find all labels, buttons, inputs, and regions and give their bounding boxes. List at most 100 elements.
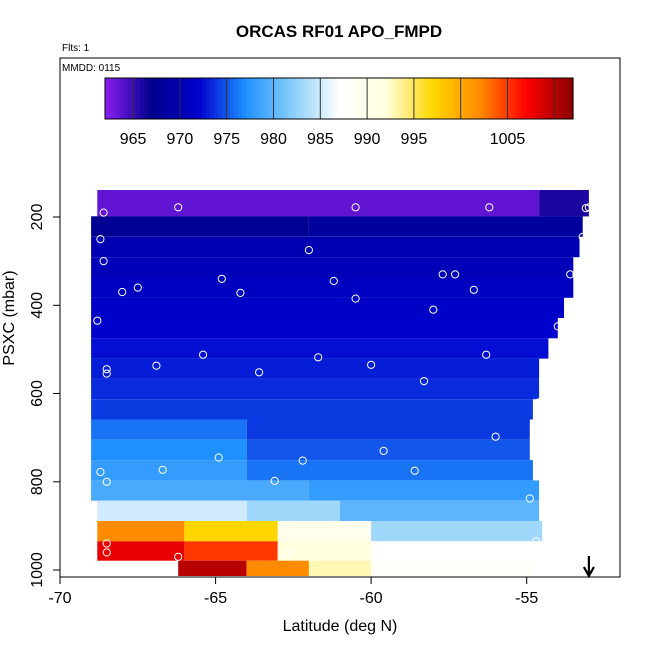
- sample-point: [217, 274, 226, 283]
- colorbar-swatch: [167, 78, 172, 119]
- colorbar-swatch: [436, 78, 441, 119]
- heatmap-cell: [184, 521, 278, 542]
- sample-point: [99, 208, 108, 217]
- colorbar-swatch: [222, 78, 227, 119]
- sample-point: [158, 465, 167, 474]
- colorbar-tick-label: 990: [354, 131, 381, 148]
- sample-point: [255, 368, 264, 377]
- colorbar-swatch: [124, 78, 129, 119]
- colorbar-swatch: [214, 78, 219, 119]
- colorbar-swatch: [190, 78, 196, 119]
- colorbar-swatch: [463, 78, 469, 119]
- colorbar-swatch: [315, 78, 321, 119]
- sample-point: [174, 203, 183, 212]
- colorbar-swatch: [225, 78, 231, 119]
- colorbar-swatch: [479, 78, 484, 119]
- sample-point: [99, 257, 108, 266]
- colorbar-swatch: [541, 78, 547, 119]
- heatmap-cell: [246, 419, 530, 440]
- sample-point: [525, 494, 534, 503]
- y-tick-label: 800: [29, 468, 46, 495]
- colorbar-swatch: [147, 78, 153, 119]
- colorbar-swatch: [206, 78, 211, 119]
- heatmap-cell: [91, 318, 558, 339]
- colorbar-swatch: [483, 78, 488, 119]
- colorbar-ticks: 965 970 975 980 985 990 995 1005: [120, 131, 526, 148]
- colorbar-swatch: [498, 78, 504, 119]
- colorbar-swatch: [128, 78, 133, 119]
- colorbar-swatch: [428, 78, 434, 119]
- colorbar-swatch: [284, 78, 289, 119]
- colorbar-swatch: [514, 78, 519, 119]
- heatmap-cell: [246, 439, 530, 461]
- sample-point: [314, 353, 323, 362]
- sample-point: [482, 350, 491, 359]
- colorbar-swatch: [116, 78, 122, 119]
- colorbar-swatch: [381, 78, 387, 119]
- heatmap-cell: [91, 338, 549, 359]
- flights-note: Flts: 1: [62, 43, 90, 54]
- sample-point: [174, 552, 183, 561]
- y-tick-label: 600: [29, 380, 46, 407]
- colorbar-swatch: [175, 78, 180, 119]
- sample-point: [584, 239, 594, 248]
- sample-point: [485, 203, 494, 212]
- colorbar-swatch: [530, 78, 535, 119]
- sample-point: [535, 398, 544, 407]
- colorbar-swatch: [105, 78, 110, 119]
- x-tick-label: -60: [360, 590, 383, 607]
- heatmap-cell: [91, 358, 540, 379]
- colorbar-swatch: [264, 78, 270, 119]
- colorbar-swatch: [237, 78, 243, 119]
- colorbar-swatch: [506, 78, 512, 119]
- colorbar-swatch: [183, 78, 188, 119]
- colorbar-swatch: [522, 78, 527, 119]
- heatmap-cell: [308, 216, 583, 237]
- colorbar-swatch: [108, 78, 114, 119]
- colorbar-tick-label: 965: [120, 131, 147, 148]
- colorbar-swatch: [518, 78, 523, 119]
- heatmap-cell: [246, 460, 533, 481]
- colorbar-swatch: [323, 78, 328, 119]
- colorbar-swatch: [272, 78, 278, 119]
- colorbar-swatch: [401, 78, 406, 119]
- colorbar-tick-label: 1005: [490, 131, 526, 148]
- colorbar-swatch: [362, 78, 367, 119]
- colorbar-swatch: [424, 78, 430, 119]
- colorbar-tick-label: 985: [307, 131, 334, 148]
- colorbar-swatch: [569, 78, 574, 119]
- colorbar-swatch: [335, 78, 340, 119]
- sample-point: [419, 377, 429, 386]
- heatmap-cell: [184, 541, 278, 561]
- colorbar-swatch: [397, 78, 402, 119]
- sample-point: [395, 552, 404, 561]
- sample-point: [401, 560, 410, 569]
- sample-point: [283, 549, 292, 558]
- y-axis: 200 400 600 800 1000: [29, 204, 61, 588]
- colorbar-swatch: [374, 78, 379, 119]
- heatmap-cell: [371, 541, 543, 561]
- colorbar-swatch: [510, 78, 516, 119]
- heatmap-cell: [91, 277, 574, 298]
- colorbar-swatch: [537, 78, 543, 119]
- heatmap-cell: [371, 521, 543, 542]
- colorbar-swatch: [534, 78, 539, 119]
- sample-point: [214, 453, 223, 462]
- colorbar-swatch: [378, 78, 383, 119]
- sample-point: [581, 204, 590, 213]
- colorbar-swatch: [276, 78, 282, 119]
- colorbar-swatch: [198, 78, 204, 119]
- colorbar-swatch: [194, 78, 200, 119]
- colorbar-swatch: [456, 78, 461, 119]
- colorbar-swatch: [257, 78, 262, 119]
- heatmap-cell: [246, 560, 309, 576]
- y-axis-label: PSXC (mbar): [1, 270, 18, 365]
- heatmap-cell: [371, 560, 533, 576]
- y-tick-label: 400: [29, 292, 46, 319]
- down-arrow-icon: [582, 556, 595, 579]
- x-axis: -70 -65 -60 -55: [48, 576, 538, 607]
- sample-point: [96, 235, 105, 244]
- colorbar-swatch: [487, 78, 492, 119]
- colorbar-swatch: [112, 78, 118, 119]
- colorbar-swatch: [420, 78, 426, 119]
